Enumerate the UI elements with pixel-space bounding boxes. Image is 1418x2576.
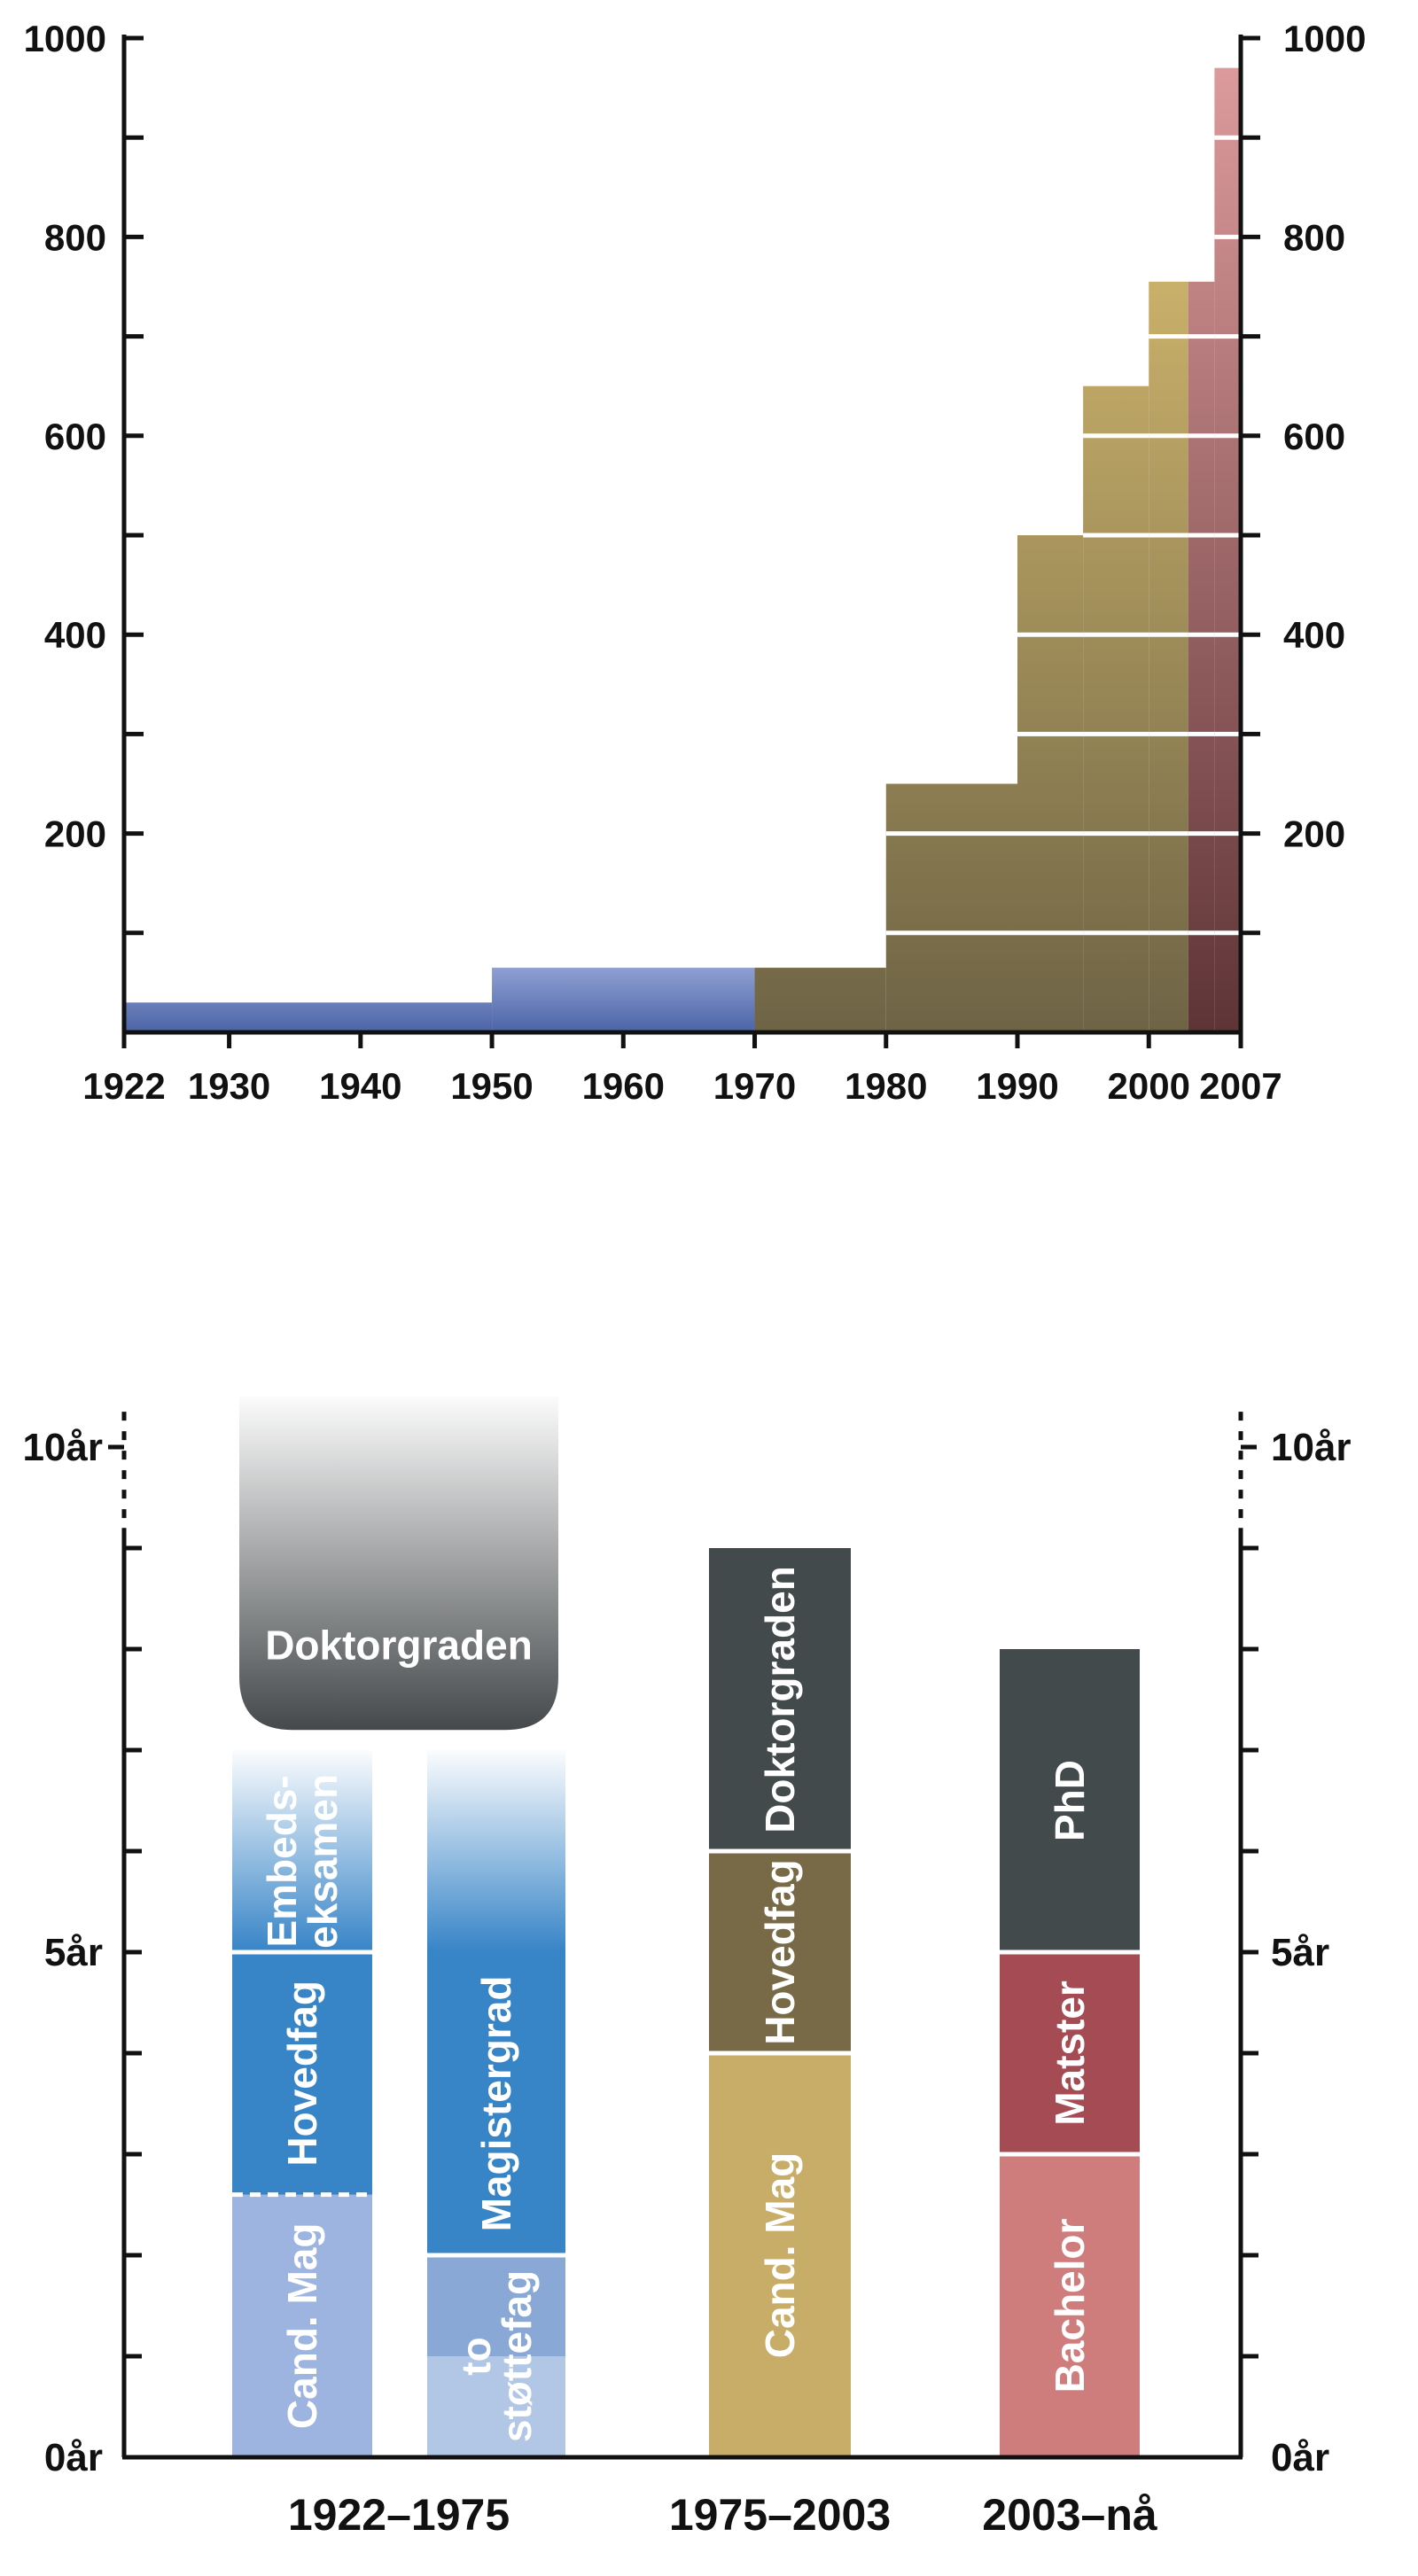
- bar-label-group: Bachelor: [1047, 2218, 1093, 2393]
- x-tick-label: 1930: [188, 1065, 270, 1107]
- category-label: 2003–nå: [982, 2490, 1157, 2540]
- y-tick-label-left: 800: [44, 216, 106, 258]
- bar-segment: [1000, 2154, 1140, 2457]
- bar-label: Doktorgraden: [757, 1566, 803, 1833]
- y-tick-label-right: 400: [1283, 614, 1345, 656]
- bar-segment: [239, 1397, 558, 1731]
- y-tick-label-right: 600: [1283, 416, 1345, 457]
- bar-segment: [232, 1952, 372, 2195]
- bar-label: Hovedfag: [279, 1981, 325, 2167]
- area-step-0-0: [124, 1002, 493, 1032]
- bar-segment: [709, 2053, 851, 2457]
- category-label: 1975–2003: [669, 2490, 891, 2540]
- y-tick-label-right: 5år: [1271, 1931, 1329, 1974]
- category-label: 1922–1975: [288, 2490, 510, 2540]
- bar-label-group: Hovedfag: [757, 1859, 803, 2045]
- bar-segment-light: [427, 2356, 565, 2457]
- bar-segment: [709, 1548, 851, 1851]
- x-tick-label: 1990: [976, 1065, 1058, 1107]
- bar-segment: [427, 1952, 565, 2255]
- y-tick-label-left: 1000: [24, 18, 106, 59]
- bar-label-group: Hovedfag: [279, 1981, 325, 2167]
- area-step-1-2: [1017, 535, 1084, 1032]
- bar-segment: [427, 1750, 565, 1952]
- x-tick-label: 2000: [1108, 1065, 1190, 1107]
- y-tick-label-left: 0år: [44, 2436, 103, 2479]
- y-tick-label-right: 1000: [1283, 18, 1366, 59]
- bar-label: Cand. Mag: [279, 2223, 325, 2430]
- area-step-1-4: [1149, 281, 1188, 1032]
- bar-label: Doktorgraden: [265, 1622, 533, 1668]
- area-step-1-3: [1083, 385, 1149, 1032]
- x-tick-label: 1960: [582, 1065, 665, 1107]
- bar-label-group: PhD: [1047, 1760, 1093, 1841]
- area-step-1-0: [754, 968, 886, 1032]
- area-step-2-0: [1188, 281, 1215, 1032]
- bar-segment: [1000, 1649, 1140, 1952]
- bar-label-group: Embeds-eksamen: [259, 1774, 346, 1949]
- x-tick-label: 1940: [319, 1065, 401, 1107]
- bar-segment: [232, 1750, 372, 1952]
- y-tick-label-left: 200: [44, 813, 106, 855]
- x-tick-label: 1950: [450, 1065, 533, 1107]
- study-duration-chart: Cand. Mag Hovedfag Embeds-eksamen tostøttef…: [22, 1397, 1352, 2540]
- bar-label: PhD: [1047, 1760, 1093, 1841]
- bar-label: Matster: [1047, 1981, 1093, 2126]
- x-tick-label: 1970: [713, 1065, 796, 1107]
- y-tick-label-left: 5år: [44, 1931, 103, 1974]
- y-tick-label-left: 600: [44, 416, 106, 457]
- y-tick-label-left: 400: [44, 614, 106, 656]
- bar-segment: [709, 1851, 851, 2053]
- area-step-1-1: [885, 783, 1017, 1032]
- bar-label-group: Doktorgraden: [757, 1566, 803, 1833]
- step-area-chart: 200 200 400 400 600 600 800 800 1000 1000 1922 1930…: [24, 18, 1367, 1107]
- y-tick-label-right: 10år: [1271, 1426, 1352, 1469]
- bar-label-group: Matster: [1047, 1981, 1093, 2126]
- x-tick-label: 1922: [82, 1065, 165, 1107]
- bar-label: Hovedfag: [757, 1859, 803, 2045]
- x-tick-label: 2007: [1199, 1065, 1282, 1107]
- bar-label: Magistergrad: [473, 1976, 519, 2232]
- bar-segment: [1000, 1952, 1140, 2154]
- y-tick-label-right: 200: [1283, 813, 1345, 855]
- bar-label-group: Magistergrad: [473, 1976, 519, 2232]
- bar-label: eksamen: [300, 1774, 346, 1949]
- bar-label: Bachelor: [1047, 2218, 1093, 2393]
- bar-label: Cand. Mag: [757, 2152, 803, 2359]
- bar-label-group: Cand. Mag: [279, 2223, 325, 2430]
- bar-segment: [232, 2194, 372, 2457]
- x-tick-label: 1980: [845, 1065, 927, 1107]
- bar-label: to: [453, 2337, 499, 2375]
- y-tick-label-right: 0år: [1271, 2436, 1329, 2479]
- bar-label: Embeds-: [259, 1775, 305, 1947]
- area-step-0-1: [492, 968, 755, 1032]
- bar-label-group: Cand. Mag: [757, 2152, 803, 2359]
- y-tick-label-left: 10år: [22, 1426, 103, 1469]
- bar-label: støttefag: [494, 2270, 540, 2442]
- area-step-2-1: [1214, 67, 1241, 1032]
- y-tick-label-right: 800: [1283, 216, 1345, 258]
